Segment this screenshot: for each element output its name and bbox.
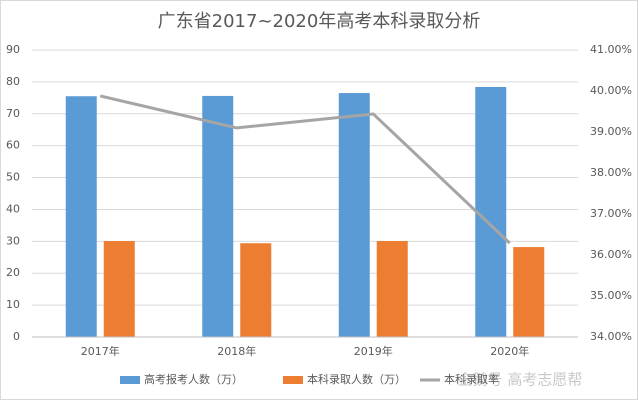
bar — [376, 241, 408, 337]
y-tick-label: 60 — [6, 139, 20, 152]
y2-tick-label: 36.00% — [590, 248, 632, 261]
y2-tick-label: 34.00% — [590, 330, 632, 343]
bar — [65, 96, 97, 337]
legend-swatch — [120, 376, 140, 384]
bar — [202, 95, 234, 337]
y2-tick-label: 38.00% — [590, 166, 632, 179]
y2-tick-label: 40.00% — [590, 84, 632, 97]
y-tick-label: 10 — [6, 298, 20, 311]
y2-tick-label: 41.00% — [590, 43, 632, 56]
legend-label: 本科录取率 — [444, 372, 499, 386]
y2-tick-label: 35.00% — [590, 289, 632, 302]
watermark: 企鹅号 高考志愿帮 — [458, 371, 583, 389]
y-tick-label: 20 — [6, 266, 20, 279]
bar — [475, 86, 507, 337]
x-tick-label: 2019年 — [354, 344, 393, 358]
y-tick-label: 40 — [6, 202, 20, 215]
y-tick-label: 50 — [6, 171, 20, 184]
y-tick-label: 70 — [6, 107, 20, 120]
bar — [338, 93, 370, 337]
y-tick-label: 80 — [6, 75, 20, 88]
x-tick-label: 2020年 — [490, 344, 529, 358]
line — [99, 94, 511, 245]
chart-title: 广东省2017~2020年高考本科录取分析 — [158, 11, 481, 32]
bar — [240, 243, 272, 337]
y-tick-label: 30 — [6, 234, 20, 247]
legend-label: 本科录取人数（万） — [307, 372, 406, 386]
bar — [103, 241, 135, 337]
bar — [513, 247, 545, 337]
legend-label: 高考报考人数（万） — [144, 372, 243, 386]
y-tick-label: 0 — [13, 330, 20, 343]
y-tick-label: 90 — [6, 43, 20, 56]
y2-tick-label: 37.00% — [590, 207, 632, 220]
x-tick-label: 2017年 — [81, 344, 120, 358]
x-tick-label: 2018年 — [217, 344, 256, 358]
legend-swatch — [283, 376, 303, 384]
y2-tick-label: 39.00% — [590, 125, 632, 138]
